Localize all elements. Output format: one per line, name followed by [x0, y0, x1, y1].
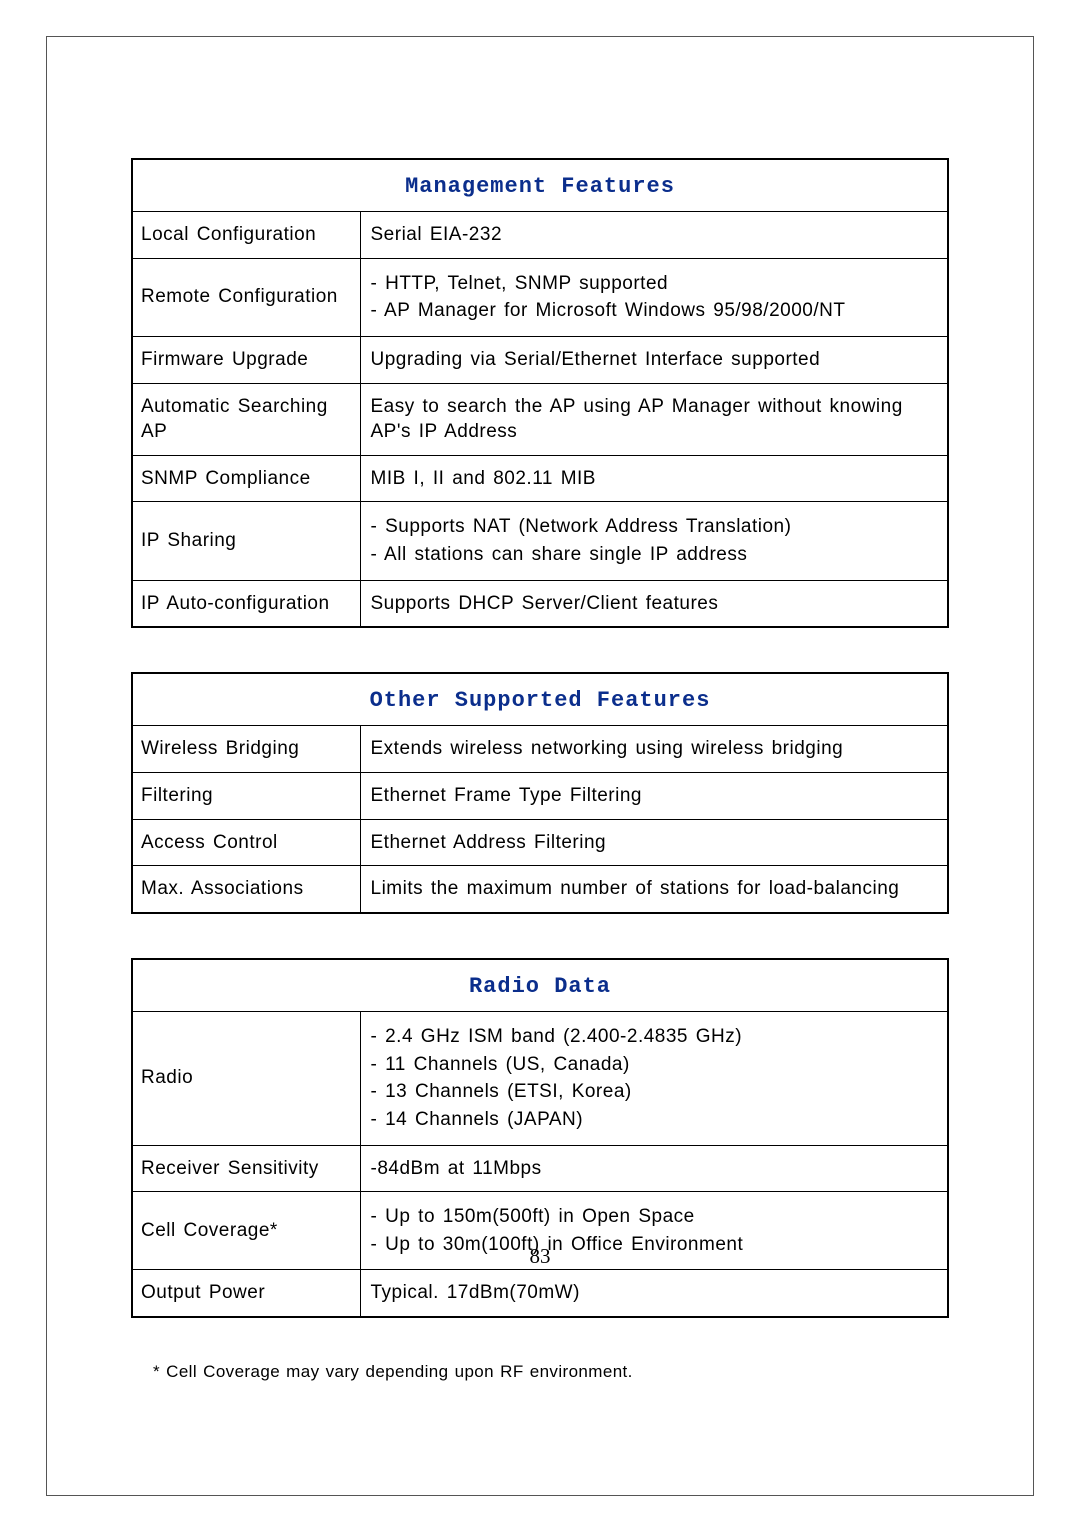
footnote: * Cell Coverage may vary depending upon … — [153, 1362, 949, 1382]
other-supported-features-table: Other Supported Features Wireless Bridgi… — [131, 672, 949, 914]
table-row: IP Auto-configuration Supports DHCP Serv… — [132, 580, 948, 627]
row-label: Remote Configuration — [132, 258, 360, 336]
row-value: -84dBm at 11Mbps — [360, 1145, 948, 1192]
value-line: - 13 Channels (ETSI, Korea) — [371, 1079, 938, 1105]
table-row: SNMP Compliance MIB I, II and 802.11 MIB — [132, 455, 948, 502]
value-line: - All stations can share single IP addre… — [371, 542, 938, 568]
table-row: Filtering Ethernet Frame Type Filtering — [132, 773, 948, 820]
page-number: 83 — [0, 1244, 1080, 1269]
value-line: - Up to 150m(500ft) in Open Space — [371, 1204, 938, 1230]
row-value: Ethernet Frame Type Filtering — [360, 773, 948, 820]
table-row: Radio - 2.4 GHz ISM band (2.400-2.4835 G… — [132, 1011, 948, 1145]
table-row: Remote Configuration - HTTP, Telnet, SNM… — [132, 258, 948, 336]
table-row: IP Sharing - Supports NAT (Network Addre… — [132, 502, 948, 580]
row-label: SNMP Compliance — [132, 455, 360, 502]
row-label: IP Sharing — [132, 502, 360, 580]
value-line: - 14 Channels (JAPAN) — [371, 1107, 938, 1133]
row-value: - 2.4 GHz ISM band (2.400-2.4835 GHz) - … — [360, 1011, 948, 1145]
row-label: Output Power — [132, 1270, 360, 1317]
table-row: Max. Associations Limits the maximum num… — [132, 866, 948, 913]
row-value: Extends wireless networking using wirele… — [360, 726, 948, 773]
row-value: MIB I, II and 802.11 MIB — [360, 455, 948, 502]
value-line: - AP Manager for Microsoft Windows 95/98… — [371, 298, 938, 324]
row-value: Ethernet Address Filtering — [360, 819, 948, 866]
table-row: Receiver Sensitivity -84dBm at 11Mbps — [132, 1145, 948, 1192]
table-row: Wireless Bridging Extends wireless netwo… — [132, 726, 948, 773]
value-line: - 11 Channels (US, Canada) — [371, 1052, 938, 1078]
table-row: Automatic Searching AP Easy to search th… — [132, 383, 948, 455]
row-value: Easy to search the AP using AP Manager w… — [360, 383, 948, 455]
row-label: Max. Associations — [132, 866, 360, 913]
row-label: IP Auto-configuration — [132, 580, 360, 627]
table-row: Firmware Upgrade Upgrading via Serial/Et… — [132, 336, 948, 383]
table-row: Access Control Ethernet Address Filterin… — [132, 819, 948, 866]
table-row: Output Power Typical. 17dBm(70mW) — [132, 1270, 948, 1317]
content-area: Management Features Local Configuration … — [131, 158, 949, 1382]
row-value: Serial EIA-232 — [360, 212, 948, 259]
row-label: Automatic Searching AP — [132, 383, 360, 455]
row-value: - HTTP, Telnet, SNMP supported - AP Mana… — [360, 258, 948, 336]
value-line: - HTTP, Telnet, SNMP supported — [371, 271, 938, 297]
table-title: Other Supported Features — [132, 673, 948, 726]
row-value: Limits the maximum number of stations fo… — [360, 866, 948, 913]
table-title: Radio Data — [132, 959, 948, 1012]
value-line: - 2.4 GHz ISM band (2.400-2.4835 GHz) — [371, 1024, 938, 1050]
row-label: Filtering — [132, 773, 360, 820]
row-value: Typical. 17dBm(70mW) — [360, 1270, 948, 1317]
management-features-table: Management Features Local Configuration … — [131, 158, 949, 628]
row-value: Supports DHCP Server/Client features — [360, 580, 948, 627]
row-label: Firmware Upgrade — [132, 336, 360, 383]
table-row: Local Configuration Serial EIA-232 — [132, 212, 948, 259]
row-label: Local Configuration — [132, 212, 360, 259]
row-value: - Supports NAT (Network Address Translat… — [360, 502, 948, 580]
table-title: Management Features — [132, 159, 948, 212]
row-label: Access Control — [132, 819, 360, 866]
row-label: Radio — [132, 1011, 360, 1145]
row-label: Receiver Sensitivity — [132, 1145, 360, 1192]
row-label: Wireless Bridging — [132, 726, 360, 773]
value-line: - Supports NAT (Network Address Translat… — [371, 514, 938, 540]
row-value: Upgrading via Serial/Ethernet Interface … — [360, 336, 948, 383]
